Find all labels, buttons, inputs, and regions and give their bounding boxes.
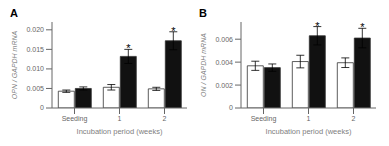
svg-text:1: 1	[118, 115, 122, 122]
svg-text:0: 0	[229, 104, 233, 111]
svg-text:0.004: 0.004	[215, 59, 233, 66]
svg-text:OPN / GAPDH mRNA: OPN / GAPDH mRNA	[11, 30, 18, 99]
svg-text:0.015: 0.015	[26, 46, 44, 53]
svg-text:Seeding: Seeding	[62, 115, 88, 123]
svg-text:*: *	[171, 25, 176, 37]
svg-text:Incubation period (weeks): Incubation period (weeks)	[77, 127, 163, 136]
svg-text:*: *	[315, 20, 320, 32]
html-text:A: A	[10, 7, 18, 19]
svg-text:0: 0	[40, 104, 44, 111]
svg-text:0.002: 0.002	[215, 82, 233, 89]
svg-text:2: 2	[352, 115, 356, 122]
svg-text:*: *	[126, 42, 131, 54]
svg-text:*: *	[360, 21, 365, 33]
svg-text:ON / GAPDH mRNA: ON / GAPDH mRNA	[200, 33, 207, 97]
svg-text:1: 1	[307, 115, 311, 122]
svg-text:2: 2	[163, 115, 167, 122]
svg-text:Seeding: Seeding	[251, 115, 277, 123]
html-text:B: B	[199, 7, 207, 19]
svg-text:0.010: 0.010	[26, 65, 44, 72]
svg-text:Incubation period (weeks): Incubation period (weeks)	[266, 127, 352, 136]
svg-text:0.005: 0.005	[26, 85, 44, 92]
svg-text:0.006: 0.006	[215, 36, 233, 43]
svg-text:0.020: 0.020	[26, 26, 44, 33]
